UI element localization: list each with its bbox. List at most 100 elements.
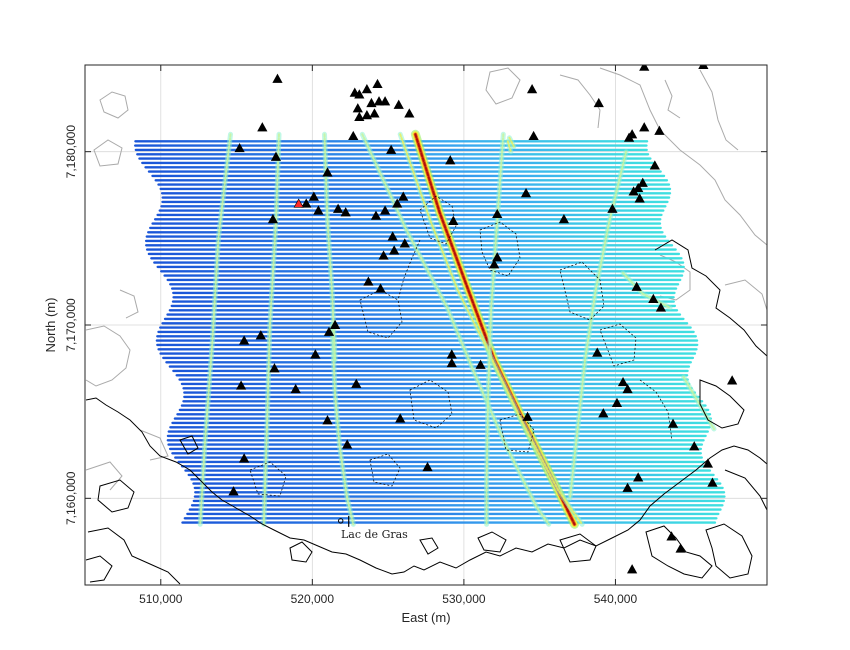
sample-marker — [348, 130, 359, 141]
anomaly-core — [262, 133, 280, 526]
sample-marker — [666, 531, 677, 541]
sample-marker — [313, 205, 324, 215]
sample-marker — [522, 411, 533, 421]
x-tick-label: 520,000 — [291, 592, 335, 606]
sample-marker — [654, 125, 665, 135]
sample-marker — [375, 283, 386, 293]
sample-marker — [492, 208, 503, 219]
sample-marker — [627, 564, 638, 574]
sample-marker — [446, 357, 457, 368]
dotted-contour — [249, 461, 287, 497]
lake-shoreline — [85, 397, 767, 575]
sample-marker — [370, 210, 382, 220]
sample-marker — [354, 89, 365, 99]
dotted-contour — [419, 195, 457, 245]
sample-marker — [520, 188, 532, 198]
sample-marker — [526, 84, 538, 94]
sample-marker — [489, 259, 500, 269]
sample-marker — [269, 363, 280, 373]
topographic-contours — [85, 67, 767, 491]
sample-marker — [340, 207, 351, 217]
lake-shoreline — [654, 239, 767, 357]
lake-shoreline — [85, 555, 113, 583]
topo-contour — [139, 429, 169, 461]
sample-marker — [310, 349, 321, 359]
sample-marker — [448, 215, 459, 225]
sample-marker — [342, 439, 353, 449]
sample-marker — [398, 191, 409, 201]
sample-marker — [378, 250, 389, 260]
sample-marker — [628, 186, 639, 196]
lake-shoreline — [699, 379, 745, 429]
dotted-contour — [499, 413, 535, 453]
sample-marker — [627, 129, 638, 139]
topo-contour — [699, 69, 739, 151]
sample-marker — [301, 198, 312, 208]
sample-marker — [698, 65, 709, 69]
anomaly-core — [485, 133, 505, 526]
sample-marker — [308, 191, 319, 201]
sample-marker — [395, 413, 406, 423]
dotted-contour — [397, 239, 421, 301]
anomaly-core — [361, 133, 550, 526]
sample-markers — [228, 65, 738, 574]
y-axis-label: North (m) — [43, 298, 58, 353]
x-axis-label: East (m) — [401, 610, 450, 625]
sample-marker — [239, 335, 250, 345]
topo-contour — [724, 279, 767, 311]
axis-ticks: 510,000 520,000 530,000 540,000 7,160,000 7,1… — [64, 65, 767, 606]
sample-marker — [234, 142, 245, 153]
sample-marker — [366, 97, 377, 108]
lake-shoreline — [97, 479, 135, 513]
sample-marker — [363, 276, 374, 286]
lake-label: Lac de Gras — [341, 528, 408, 541]
lake-shoreline — [419, 537, 439, 555]
anomaly-features — [197, 129, 717, 529]
sample-marker — [386, 144, 397, 154]
sample-marker — [727, 375, 738, 385]
lake-shoreline — [179, 435, 199, 455]
lake-shoreline — [705, 523, 753, 579]
y-tick-label: 7,160,000 — [64, 471, 78, 525]
sample-marker — [257, 122, 268, 132]
sample-marker — [631, 281, 642, 291]
anomaly-core — [199, 133, 232, 526]
y-tick-label: 7,170,000 — [64, 298, 78, 352]
sample-marker — [322, 415, 333, 425]
sample-marker — [393, 99, 404, 109]
sample-marker — [235, 380, 247, 390]
sample-marker — [702, 458, 714, 468]
sample-marker — [332, 203, 344, 213]
sample-marker — [445, 155, 456, 165]
sample-marker — [369, 108, 380, 118]
sample-marker — [622, 383, 633, 394]
sample-marker — [399, 238, 410, 248]
sample-marker — [361, 84, 373, 94]
sample-marker — [633, 182, 644, 193]
dotted-contour — [359, 289, 403, 339]
sample-marker — [404, 108, 415, 118]
lake-shorelines — [85, 239, 767, 585]
topo-contour — [99, 91, 129, 119]
topo-contour — [664, 79, 681, 119]
sample-marker — [598, 408, 609, 418]
topo-contour — [659, 254, 691, 301]
lake-shoreline — [477, 531, 507, 553]
sample-marker — [558, 214, 570, 224]
sample-marker — [639, 122, 650, 132]
grid — [85, 65, 767, 585]
highlight-marker — [293, 198, 304, 208]
sample-marker — [323, 326, 335, 336]
sample-marker — [528, 130, 539, 141]
sample-marker — [228, 486, 239, 496]
sample-marker — [592, 347, 603, 357]
sample-marker — [492, 252, 503, 262]
sample-marker — [667, 418, 679, 428]
sample-marker — [379, 205, 391, 215]
anomaly-core — [331, 324, 355, 526]
sample-marker — [372, 78, 383, 89]
sample-marker — [270, 151, 282, 161]
sample-marker — [707, 477, 718, 487]
sample-marker — [354, 111, 365, 121]
sample-marker — [290, 383, 301, 394]
